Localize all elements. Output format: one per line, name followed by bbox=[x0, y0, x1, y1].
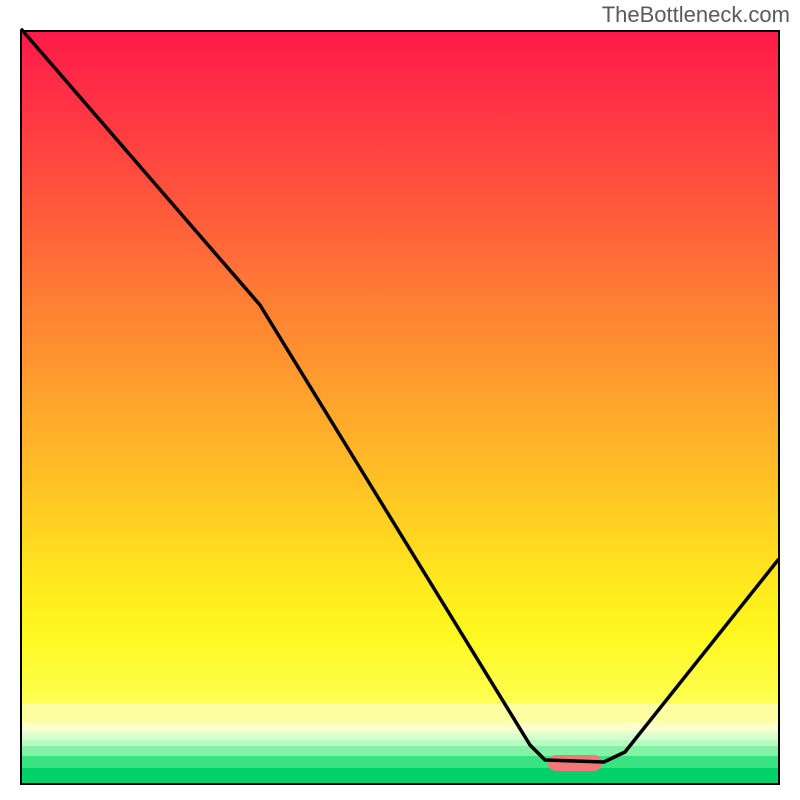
watermark-text: TheBottleneck.com bbox=[602, 2, 790, 28]
chart-curve-layer bbox=[0, 0, 800, 800]
image-frame: TheBottleneck.com bbox=[0, 0, 800, 800]
bottleneck-curve bbox=[22, 30, 778, 762]
